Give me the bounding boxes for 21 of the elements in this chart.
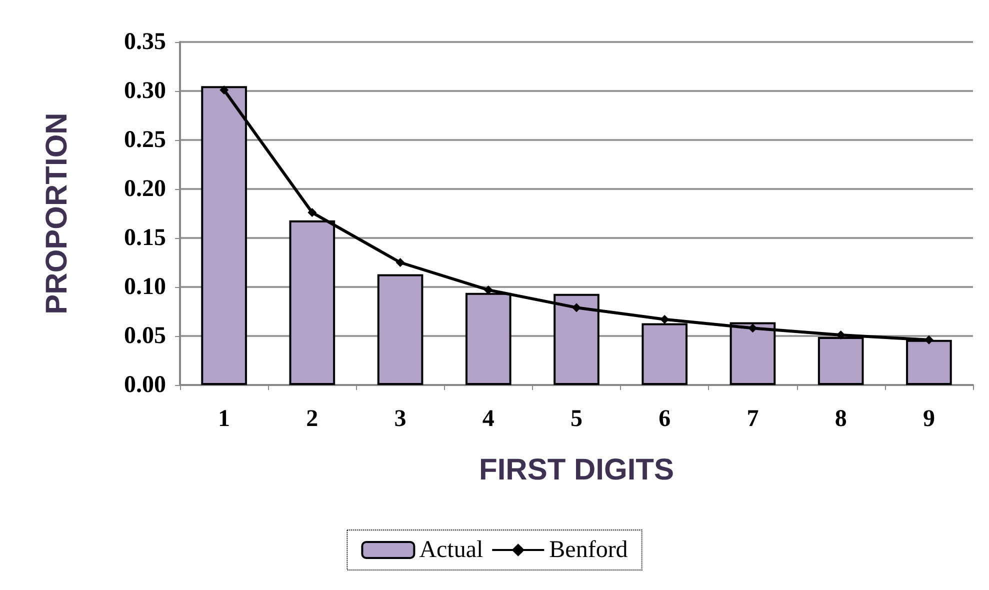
- y-axis-title: PROPORTION: [40, 112, 74, 314]
- legend-label: Benford: [549, 537, 628, 563]
- y-tick-label: 0.15: [124, 225, 166, 251]
- x-tick-label: 7: [746, 406, 759, 432]
- y-tick-label: 0.20: [124, 176, 166, 202]
- x-tick-label: 2: [306, 406, 318, 432]
- x-tick-label: 1: [218, 406, 230, 432]
- y-tick-label: 0.05: [124, 323, 166, 349]
- x-tick-label: 5: [570, 406, 582, 432]
- x-tick-label: 9: [922, 406, 935, 432]
- x-axis-title: FIRST DIGITS: [479, 454, 674, 486]
- y-tick-label: 0.10: [124, 274, 166, 300]
- y-tick-label: 0.35: [124, 29, 166, 55]
- y-tick-label: 0.30: [124, 78, 166, 104]
- legend-label: Actual: [419, 537, 484, 563]
- y-tick-label: 0.25: [124, 127, 166, 153]
- x-tick-label: 6: [658, 406, 671, 432]
- x-tick-label: 8: [834, 406, 847, 432]
- y-tick-label: 0.00: [124, 372, 166, 398]
- x-tick-label: 4: [482, 406, 494, 432]
- x-tick-label: 3: [394, 406, 406, 432]
